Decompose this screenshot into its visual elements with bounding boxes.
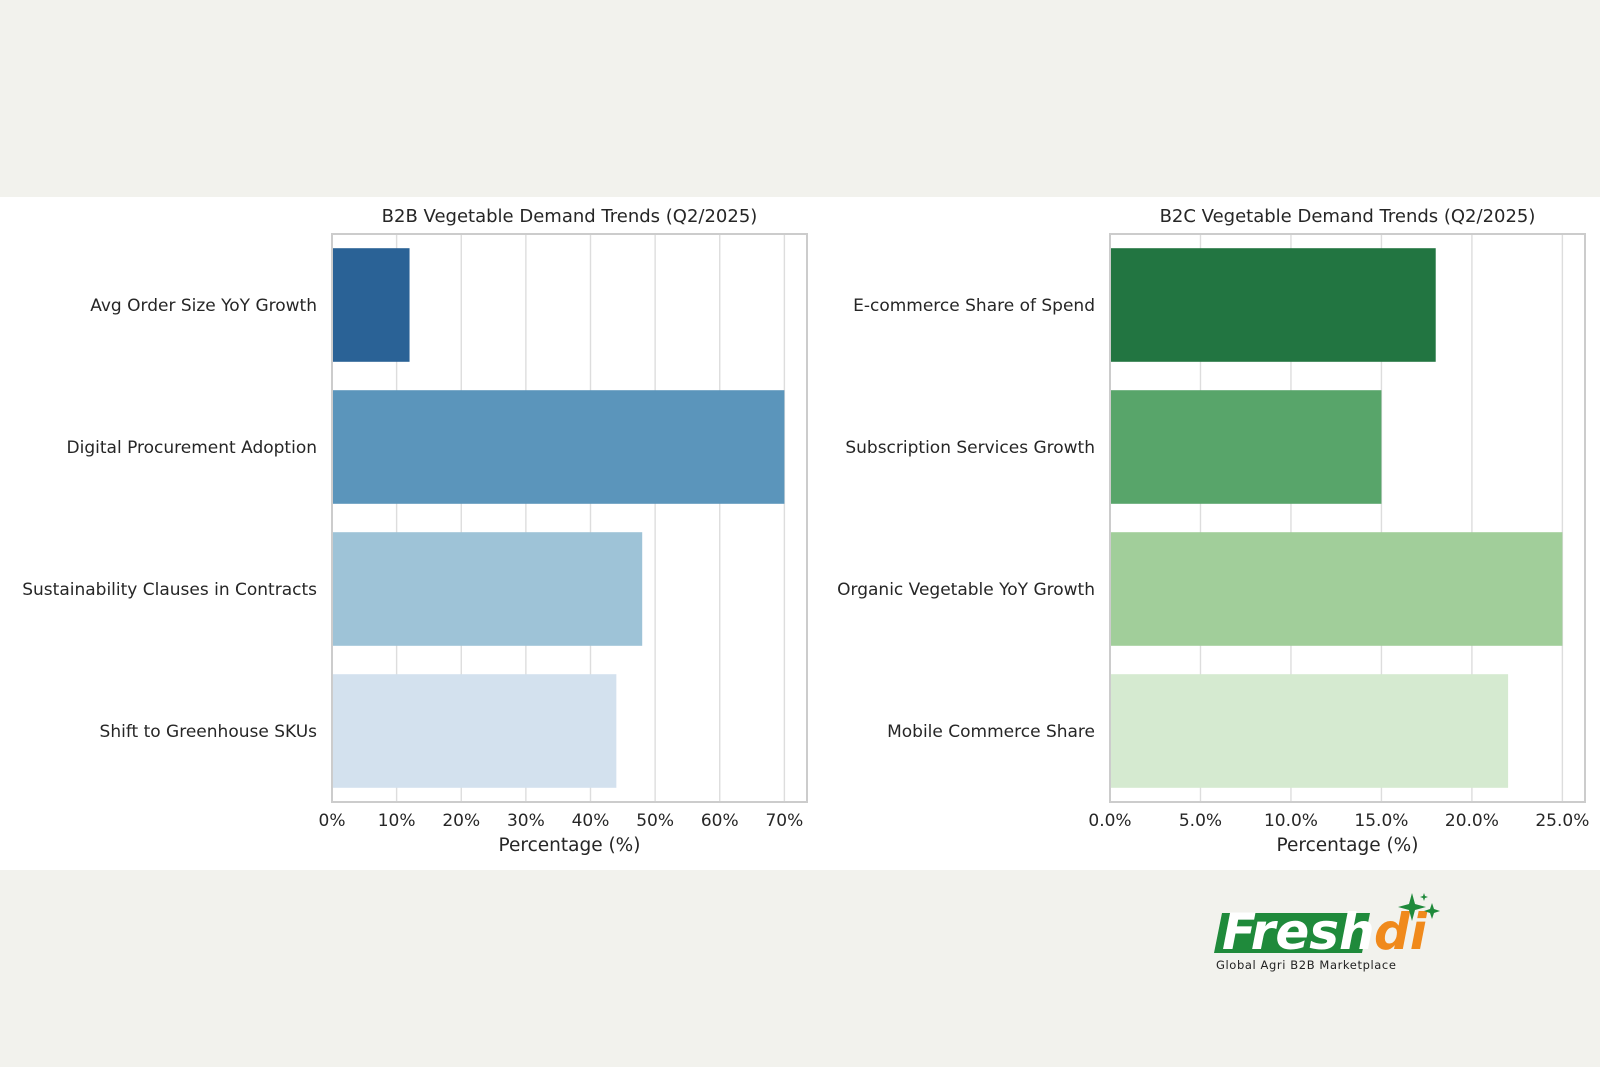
b2c-plot-frame <box>1109 233 1586 803</box>
sparkle-large-icon <box>1398 893 1426 921</box>
b2c-bar <box>1110 674 1509 788</box>
b2b-chart: Avg Order Size YoY Growth Digital Procure… <box>22 206 808 856</box>
b2b-category-label: Shift to Greenhouse SKUs <box>100 722 318 742</box>
b2b-tick-label: 60% <box>701 811 739 831</box>
b2b-bar <box>332 674 617 788</box>
b2b-tick-label: 30% <box>507 811 545 831</box>
b2c-chart: E-commerce Share of Spend Subscription Se… <box>837 206 1589 856</box>
b2b-category-label: Digital Procurement Adoption <box>67 438 317 458</box>
freshdi-logo: Fresh di Global Agri B2B Marketplace <box>1210 893 1450 983</box>
logo-tagline: Global Agri B2B Marketplace <box>1216 958 1397 972</box>
b2c-category-label: Subscription Services Growth <box>845 438 1095 458</box>
logo-banner <box>1214 913 1370 953</box>
b2b-tick-label: 10% <box>378 811 416 831</box>
sparkle-tiny-icon <box>1420 893 1428 901</box>
charts-area: Avg Order Size YoY Growth Digital Procure… <box>22 206 1589 856</box>
b2c-category-label: Organic Vegetable YoY Growth <box>837 580 1095 600</box>
b2c-category-label: Mobile Commerce Share <box>887 722 1095 742</box>
b2b-x-axis-label: Percentage (%) <box>499 835 641 856</box>
b2c-category-label: E-commerce Share of Spend <box>853 296 1095 316</box>
b2c-bar <box>1110 248 1436 362</box>
b2b-bar <box>332 532 643 646</box>
b2b-tick-label: 70% <box>765 811 803 831</box>
b2c-tick-label: 10.0% <box>1264 811 1318 831</box>
b2c-bar <box>1110 532 1563 646</box>
b2c-tick-label: 25.0% <box>1535 811 1589 831</box>
b2c-chart-title: B2C Vegetable Demand Trends (Q2/2025) <box>1160 206 1536 227</box>
b2b-tick-label: 40% <box>572 811 610 831</box>
b2b-category-label: Avg Order Size YoY Growth <box>90 296 317 316</box>
b2b-chart-title: B2B Vegetable Demand Trends (Q2/2025) <box>382 206 758 227</box>
b2b-tick-label: 20% <box>442 811 480 831</box>
b2b-bar <box>332 248 410 362</box>
logo-fresh-text: Fresh <box>1222 903 1375 961</box>
sparkle-small-icon <box>1424 903 1440 919</box>
b2b-bar <box>332 390 785 504</box>
b2b-plot-frame <box>331 233 808 803</box>
chart-panel: Avg Order Size YoY Growth Digital Procure… <box>0 197 1600 870</box>
b2c-tick-label: 0.0% <box>1088 811 1131 831</box>
b2c-tick-label: 15.0% <box>1354 811 1408 831</box>
logo-di-text: di <box>1374 903 1428 961</box>
b2c-x-axis-label: Percentage (%) <box>1277 835 1419 856</box>
b2c-tick-label: 20.0% <box>1445 811 1499 831</box>
b2b-tick-label: 0% <box>319 811 346 831</box>
b2b-tick-label: 50% <box>636 811 674 831</box>
b2b-category-label: Sustainability Clauses in Contracts <box>22 580 317 600</box>
b2c-tick-label: 5.0% <box>1179 811 1222 831</box>
b2c-bar <box>1110 390 1382 504</box>
